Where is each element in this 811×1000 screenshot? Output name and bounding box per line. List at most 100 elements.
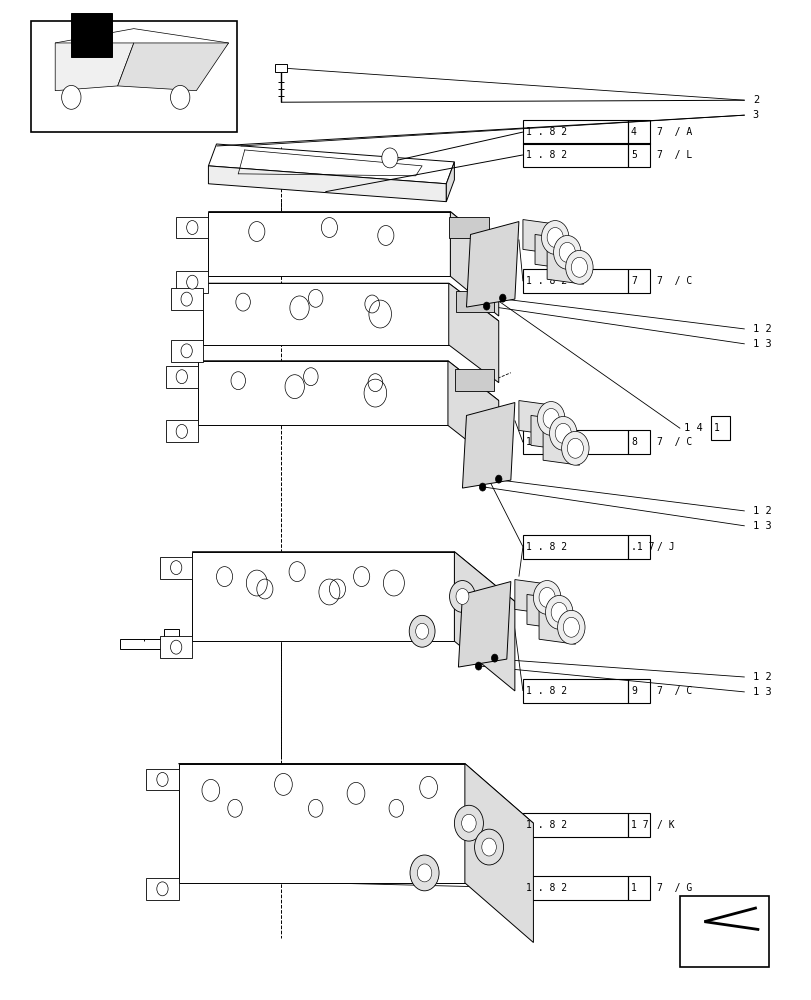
- Text: 1 3: 1 3: [752, 339, 770, 349]
- Polygon shape: [203, 283, 498, 321]
- Text: 8: 8: [630, 437, 636, 447]
- Circle shape: [549, 416, 577, 450]
- Circle shape: [256, 579, 272, 599]
- Circle shape: [289, 562, 305, 582]
- Circle shape: [543, 409, 559, 428]
- Circle shape: [555, 423, 571, 443]
- Circle shape: [170, 640, 182, 654]
- Circle shape: [410, 855, 439, 891]
- Text: 9: 9: [630, 686, 636, 696]
- Circle shape: [537, 402, 564, 435]
- Polygon shape: [55, 43, 134, 91]
- Circle shape: [321, 218, 337, 237]
- Polygon shape: [454, 552, 514, 691]
- Text: 7  / C: 7 / C: [656, 686, 691, 696]
- Polygon shape: [165, 366, 198, 388]
- Bar: [455, 291, 494, 312]
- Text: 3: 3: [752, 110, 758, 120]
- Text: 4: 4: [630, 127, 636, 137]
- Text: 7: 7: [630, 276, 636, 286]
- Circle shape: [563, 617, 579, 637]
- Circle shape: [449, 581, 474, 612]
- Circle shape: [329, 579, 345, 599]
- Bar: [522, 430, 627, 454]
- Polygon shape: [198, 361, 498, 401]
- Polygon shape: [176, 271, 208, 293]
- Circle shape: [353, 567, 369, 587]
- Bar: [627, 535, 650, 559]
- Text: 1 . 8 2: 1 . 8 2: [526, 276, 567, 286]
- Polygon shape: [170, 288, 203, 310]
- Polygon shape: [178, 764, 465, 883]
- Circle shape: [228, 799, 242, 817]
- Circle shape: [157, 882, 168, 896]
- Polygon shape: [543, 430, 579, 465]
- Bar: [522, 535, 627, 559]
- Bar: [71, 13, 111, 57]
- Text: 1 . 8 2: 1 . 8 2: [526, 820, 567, 830]
- Polygon shape: [146, 768, 178, 790]
- Polygon shape: [547, 249, 582, 284]
- Text: 1 . 8 2: 1 . 8 2: [526, 127, 567, 137]
- Polygon shape: [539, 609, 575, 644]
- Circle shape: [533, 581, 560, 614]
- Bar: [627, 679, 650, 703]
- Bar: [274, 64, 287, 72]
- Text: 1 7: 1 7: [630, 820, 648, 830]
- Circle shape: [547, 228, 563, 247]
- Circle shape: [478, 483, 485, 491]
- Polygon shape: [170, 340, 203, 362]
- Circle shape: [235, 293, 250, 311]
- Circle shape: [170, 561, 182, 575]
- Bar: [627, 120, 650, 144]
- Polygon shape: [526, 594, 563, 629]
- Circle shape: [176, 424, 187, 438]
- Polygon shape: [450, 212, 498, 316]
- Polygon shape: [119, 629, 178, 649]
- Circle shape: [565, 250, 592, 284]
- Bar: [454, 369, 493, 391]
- Bar: [31, 21, 236, 132]
- Circle shape: [495, 475, 501, 483]
- Circle shape: [454, 805, 483, 841]
- Circle shape: [456, 589, 468, 604]
- Polygon shape: [534, 234, 571, 269]
- Circle shape: [217, 567, 232, 587]
- Text: 1 3: 1 3: [752, 521, 770, 531]
- Circle shape: [491, 654, 497, 662]
- Text: / K: / K: [656, 820, 674, 830]
- Text: 1: 1: [713, 423, 719, 433]
- Circle shape: [176, 370, 187, 384]
- Circle shape: [419, 776, 437, 798]
- Bar: [627, 876, 650, 900]
- Text: 1 . 8 2: 1 . 8 2: [526, 883, 567, 893]
- Bar: [522, 876, 627, 900]
- Circle shape: [181, 292, 192, 306]
- Bar: [680, 896, 768, 967]
- Polygon shape: [514, 580, 551, 614]
- Circle shape: [474, 662, 481, 670]
- Bar: [627, 813, 650, 837]
- Circle shape: [417, 864, 431, 882]
- Polygon shape: [522, 220, 559, 254]
- Text: 7  / G: 7 / G: [656, 883, 691, 893]
- Polygon shape: [192, 552, 454, 641]
- Polygon shape: [208, 166, 446, 202]
- Circle shape: [346, 782, 364, 804]
- Circle shape: [157, 772, 168, 786]
- Text: 1 . 8 2: 1 . 8 2: [526, 686, 567, 696]
- Circle shape: [483, 302, 489, 310]
- Polygon shape: [176, 217, 208, 238]
- Circle shape: [541, 221, 569, 254]
- Circle shape: [202, 779, 220, 801]
- Bar: [710, 416, 729, 440]
- Text: 1 4: 1 4: [684, 423, 702, 433]
- Polygon shape: [198, 361, 448, 425]
- Polygon shape: [165, 420, 198, 442]
- Circle shape: [553, 235, 581, 269]
- Polygon shape: [465, 764, 533, 943]
- Circle shape: [571, 257, 586, 277]
- Circle shape: [545, 595, 573, 629]
- Polygon shape: [208, 212, 498, 251]
- Polygon shape: [160, 557, 192, 579]
